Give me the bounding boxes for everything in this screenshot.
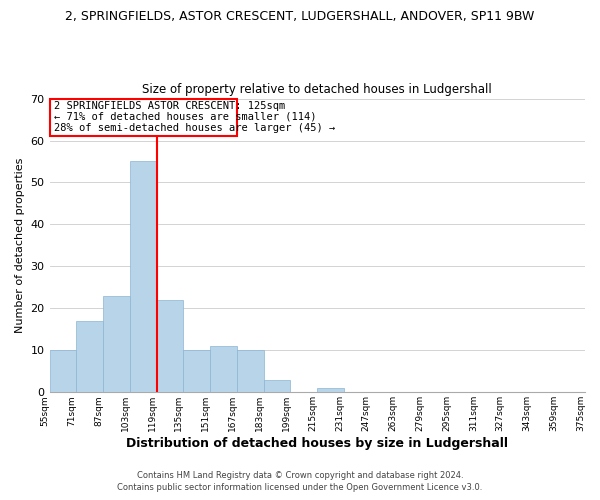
Bar [184,350,210,393]
Bar [317,388,344,392]
Bar [264,380,290,392]
Text: 2, SPRINGFIELDS, ASTOR CRESCENT, LUDGERSHALL, ANDOVER, SP11 9BW: 2, SPRINGFIELDS, ASTOR CRESCENT, LUDGERS… [65,10,535,23]
Bar [237,350,264,393]
Bar [50,350,76,393]
Bar [76,321,103,392]
Bar [103,296,130,392]
Bar [210,346,237,393]
Text: ← 71% of detached houses are smaller (114): ← 71% of detached houses are smaller (11… [53,112,316,122]
Text: 28% of semi-detached houses are larger (45) →: 28% of semi-detached houses are larger (… [53,123,335,133]
Text: 2 SPRINGFIELDS ASTOR CRESCENT: 125sqm: 2 SPRINGFIELDS ASTOR CRESCENT: 125sqm [53,101,285,111]
Text: Contains HM Land Registry data © Crown copyright and database right 2024.
Contai: Contains HM Land Registry data © Crown c… [118,471,482,492]
Bar [157,300,184,392]
Bar [130,162,157,392]
X-axis label: Distribution of detached houses by size in Ludgershall: Distribution of detached houses by size … [126,437,508,450]
Title: Size of property relative to detached houses in Ludgershall: Size of property relative to detached ho… [142,83,492,96]
FancyBboxPatch shape [50,98,237,136]
Y-axis label: Number of detached properties: Number of detached properties [15,158,25,333]
